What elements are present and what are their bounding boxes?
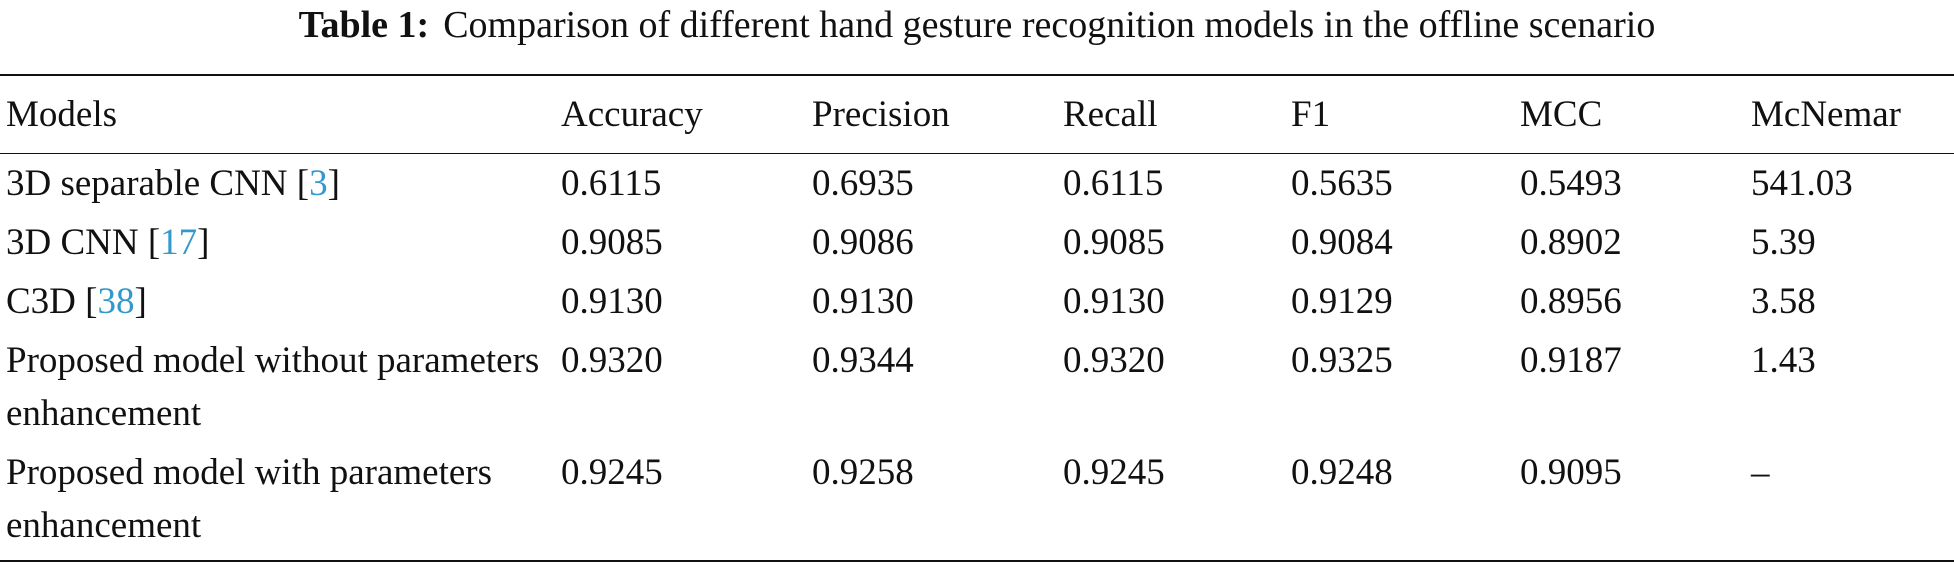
model-cell: Proposed model without parameters enhanc… [0,331,561,443]
value-cell: 0.9258 [812,452,914,493]
citation: 3 [309,163,328,204]
column-header: Precision [812,94,950,135]
table-row: 3D separable CNN [3] 0.6115 0.6935 0.6115 0.… [0,154,1954,214]
value-cell: 0.9130 [1063,281,1165,322]
model-name: ] [327,163,340,204]
value-cell: 1.43 [1751,340,1816,381]
value-cell: 5.39 [1751,222,1816,263]
model-cell: 3D separable CNN [3] [0,154,561,214]
value-cell: 0.5493 [1520,163,1622,204]
column-header: F1 [1291,94,1331,135]
column-header: Recall [1063,94,1158,135]
model-name: Proposed model without parameters enhanc… [6,340,540,434]
column-header: Models [6,94,117,135]
citation: 38 [97,281,135,322]
value-cell: 0.9129 [1291,281,1393,322]
value-cell: 0.9248 [1291,452,1393,493]
table-header: Models Accuracy Precision Recall F1 MCC McNema… [0,75,1954,154]
value-cell: 0.9130 [812,281,914,322]
model-name: C3D [ [6,281,98,322]
value-cell: 541.03 [1751,163,1853,204]
citation: 17 [160,222,198,263]
caption-text: Comparison of different hand gesture rec… [443,4,1656,46]
value-cell: 0.9245 [1063,452,1165,493]
value-cell: 0.9130 [561,281,663,322]
column-header: MCC [1520,94,1603,135]
value-cell: 0.6115 [561,163,662,204]
value-cell: 0.9095 [1520,452,1622,493]
model-cell: Proposed model with parameters enhanceme… [0,443,561,561]
value-cell: 0.9085 [561,222,663,263]
value-cell: 0.6115 [1063,163,1164,204]
model-name: ] [197,222,210,263]
model-name: ] [134,281,147,322]
value-cell: 0.9187 [1520,340,1622,381]
value-cell: 0.6935 [812,163,914,204]
table-body: 3D separable CNN [3] 0.6115 0.6935 0.6115 0.… [0,154,1954,562]
value-cell: 0.9325 [1291,340,1393,381]
value-cell: 0.5635 [1291,163,1393,204]
header-row: Models Accuracy Precision Recall F1 MCC McNema… [0,75,1954,154]
value-cell: 0.9085 [1063,222,1165,263]
value-cell: 3.58 [1751,281,1816,322]
table-caption: Table 1: Comparison of different hand ges… [0,2,1954,48]
value-cell: 0.9344 [812,340,914,381]
model-cell: 3D CNN [17] [0,213,561,272]
model-cell: C3D [38] [0,272,561,331]
column-header: McNemar [1751,94,1901,135]
model-name: Proposed model with parameters enhanceme… [6,452,493,546]
value-cell: 0.9320 [1063,340,1165,381]
column-header: Accuracy [561,94,703,135]
value-cell: 0.8956 [1520,281,1622,322]
model-name: 3D separable CNN [ [6,163,310,204]
table-row: Proposed model without parameters enhanc… [0,331,1954,443]
model-name: 3D CNN [ [6,222,161,263]
value-cell: 0.9086 [812,222,914,263]
value-cell: 0.9245 [561,452,663,493]
value-cell: 0.9320 [561,340,663,381]
table-row: C3D [38] 0.9130 0.9130 0.9130 0.9129 0.8956 3.… [0,272,1954,331]
value-cell: 0.8902 [1520,222,1622,263]
caption-label: Table 1: [298,4,430,46]
table-row: 3D CNN [17] 0.9085 0.9086 0.9085 0.9084 0.890… [0,213,1954,272]
table-row: Proposed model with parameters enhanceme… [0,443,1954,561]
value-cell: 0.9084 [1291,222,1393,263]
value-cell: – [1751,452,1770,493]
results-table: Models Accuracy Precision Recall F1 MCC McNema… [0,74,1954,562]
